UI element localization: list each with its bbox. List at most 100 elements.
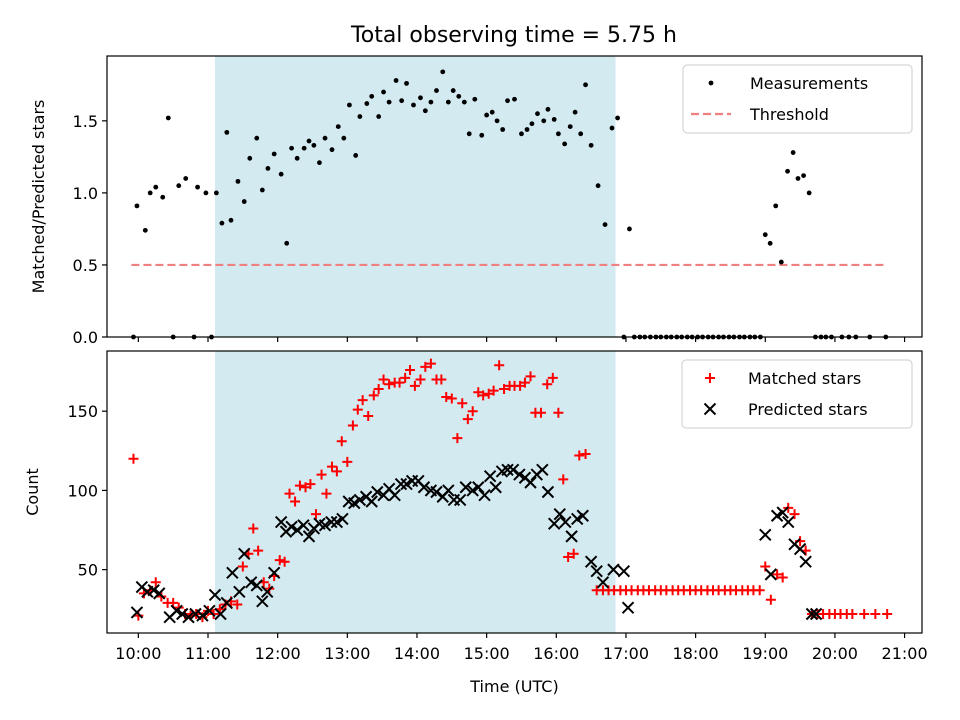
x-tick-label: 18:00 — [673, 644, 719, 663]
data-point — [568, 548, 579, 559]
data-point — [318, 519, 332, 532]
data-point — [547, 517, 561, 530]
data-point — [627, 226, 632, 232]
data-point — [782, 515, 795, 529]
x-axis-label: Time (UTC) — [469, 677, 558, 696]
data-point — [165, 115, 171, 121]
data-point — [302, 530, 316, 543]
top-panel-ratio: 0.0 0.5 1.0 1.5 Matched/Predicted stars Measu… — [29, 55, 923, 347]
chart-title: Total observing time = 5.75 h — [350, 23, 677, 48]
data-point — [316, 469, 327, 480]
data-point — [484, 112, 490, 118]
data-point — [551, 117, 557, 122]
data-point — [384, 379, 395, 390]
data-point — [411, 102, 416, 108]
data-point — [512, 96, 517, 102]
data-point — [134, 203, 140, 209]
data-point — [301, 145, 307, 151]
data-point — [357, 395, 368, 406]
data-point — [536, 463, 549, 477]
data-point — [430, 485, 443, 499]
legend-label: Matched stars — [748, 369, 861, 388]
y-axis-label: Matched/Predicted stars — [29, 100, 48, 294]
data-point — [335, 124, 341, 130]
data-point — [765, 594, 776, 605]
data-point — [235, 178, 241, 184]
data-point — [574, 450, 585, 461]
bottom-panel-counts: 50 100 150 10:00 11:00 12:00 13:00 14:00 15:00 16… — [23, 350, 928, 696]
data-point — [453, 493, 467, 507]
data-point — [368, 390, 379, 401]
data-point — [584, 555, 598, 568]
legend-label: Measurements — [750, 74, 868, 93]
data-point — [466, 131, 472, 137]
data-point — [294, 155, 300, 161]
x-tick-label: 21:00 — [882, 644, 928, 663]
data-point — [405, 365, 416, 376]
data-point — [203, 604, 216, 618]
data-point — [472, 96, 478, 102]
x-tick-label: 17:00 — [603, 644, 649, 663]
data-point — [457, 398, 468, 409]
data-point — [394, 477, 408, 491]
legend-marker — [703, 402, 717, 416]
data-point — [607, 563, 620, 576]
data-point — [773, 203, 779, 209]
data-point — [777, 572, 788, 583]
legend: Measurements Threshold — [682, 64, 913, 134]
data-point — [615, 115, 620, 121]
data-point — [219, 220, 225, 226]
data-point — [347, 102, 352, 108]
data-point — [450, 88, 456, 93]
legend-box — [682, 64, 913, 134]
observing-window-span — [214, 56, 616, 337]
data-point — [336, 512, 349, 526]
data-point — [195, 184, 200, 190]
data-point — [501, 463, 514, 477]
data-point — [434, 88, 439, 93]
legend: Matched stars Predicted stars — [681, 359, 913, 429]
data-point — [153, 184, 159, 190]
legend-label: Threshold — [749, 105, 829, 124]
data-point — [578, 131, 584, 137]
data-point — [265, 166, 271, 171]
data-point — [183, 176, 189, 181]
data-point — [545, 106, 551, 112]
data-point — [418, 95, 423, 101]
data-point — [253, 545, 264, 556]
data-point — [214, 607, 227, 621]
data-point — [500, 127, 506, 132]
data-point — [381, 89, 386, 95]
data-point — [289, 145, 294, 151]
data-point — [425, 358, 436, 369]
x-tick-label: 14:00 — [394, 644, 440, 663]
data-point — [353, 153, 359, 158]
data-point — [525, 371, 536, 382]
y-axis-label: Count — [23, 468, 42, 516]
data-point — [322, 135, 328, 141]
data-point — [400, 372, 411, 383]
data-point — [404, 80, 409, 86]
data-point — [329, 147, 335, 153]
data-point — [278, 171, 284, 177]
data-point — [267, 566, 281, 580]
data-point — [524, 476, 537, 489]
data-point — [147, 190, 153, 196]
data-point — [499, 384, 510, 395]
data-point — [572, 109, 578, 115]
data-point — [176, 183, 182, 189]
data-point — [160, 194, 166, 200]
data-point — [440, 69, 446, 75]
data-point — [790, 150, 796, 155]
data-point — [336, 436, 347, 447]
data-point — [452, 433, 463, 444]
data-point — [542, 379, 553, 390]
data-point — [399, 98, 405, 104]
data-point — [541, 485, 555, 499]
data-point — [274, 555, 285, 566]
data-point — [311, 142, 317, 148]
data-point — [233, 585, 246, 599]
data-point — [373, 384, 384, 395]
data-point — [488, 385, 499, 396]
